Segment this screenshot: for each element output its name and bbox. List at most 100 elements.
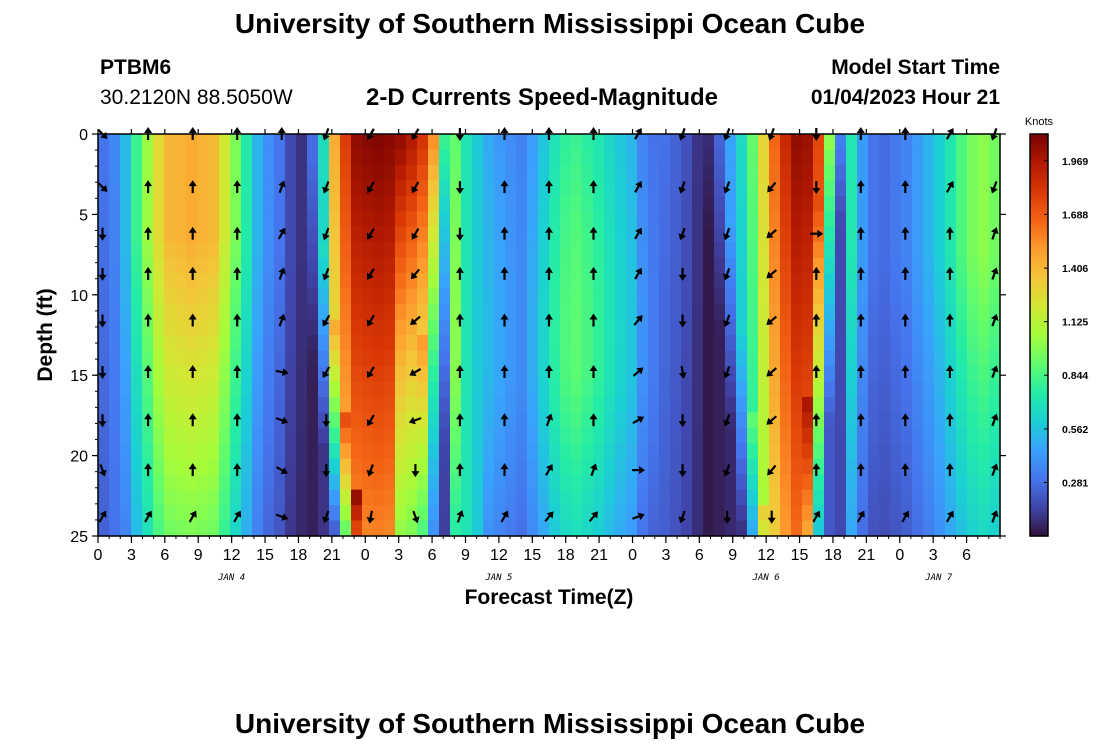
heatmap-cell bbox=[406, 134, 418, 151]
heatmap-cell bbox=[109, 226, 121, 243]
colorbar-segment bbox=[1030, 237, 1048, 242]
heatmap-cell bbox=[472, 458, 484, 475]
heatmap-cell bbox=[472, 520, 484, 537]
heatmap-cell bbox=[714, 489, 726, 506]
heatmap-cell bbox=[373, 242, 385, 259]
heatmap-cell bbox=[142, 474, 154, 491]
heatmap-cell bbox=[296, 350, 308, 367]
current-arrow bbox=[366, 510, 375, 524]
heatmap-cell bbox=[769, 427, 781, 444]
heatmap-cell bbox=[439, 288, 451, 305]
current-arrow bbox=[945, 226, 954, 240]
heatmap-cell bbox=[637, 443, 649, 460]
heatmap-cell bbox=[714, 427, 726, 444]
heatmap-cell bbox=[791, 365, 803, 382]
current-arrow bbox=[233, 313, 242, 327]
heatmap-cell bbox=[615, 149, 627, 166]
heatmap-cell bbox=[890, 458, 902, 475]
heatmap-cell bbox=[285, 443, 297, 460]
heatmap-cell bbox=[945, 489, 957, 506]
heatmap-cell bbox=[879, 180, 891, 197]
heatmap-cell bbox=[362, 304, 374, 321]
heatmap-cell bbox=[153, 257, 165, 274]
heatmap-cell bbox=[879, 226, 891, 243]
heatmap-cell bbox=[450, 396, 462, 413]
heatmap-cell bbox=[835, 273, 847, 290]
heatmap-cell bbox=[296, 211, 308, 228]
model-start-label: Model Start Time bbox=[831, 56, 1000, 79]
heatmap-cell bbox=[384, 396, 396, 413]
colorbar-segment bbox=[1030, 308, 1048, 313]
heatmap-cell bbox=[120, 350, 132, 367]
colorbar-segment bbox=[1030, 281, 1048, 286]
colorbar-segment bbox=[1030, 452, 1048, 457]
heatmap-cell bbox=[978, 195, 990, 212]
heatmap-cell bbox=[219, 195, 231, 212]
heatmap-cell bbox=[802, 164, 814, 181]
heatmap-cell bbox=[912, 257, 924, 274]
heatmap-cell bbox=[604, 319, 616, 336]
heatmap-cell bbox=[252, 226, 264, 243]
y-tick-label: 20 bbox=[70, 449, 88, 466]
current-arrow bbox=[589, 413, 598, 427]
heatmap-cell bbox=[109, 335, 121, 352]
heatmap-cell bbox=[318, 412, 330, 429]
heatmap-cell bbox=[175, 381, 187, 398]
heatmap-cell bbox=[714, 350, 726, 367]
heatmap-cell bbox=[560, 474, 572, 491]
heatmap-cell bbox=[989, 288, 1001, 305]
heatmap-cell bbox=[637, 288, 649, 305]
heatmap-cell bbox=[714, 365, 726, 382]
heatmap-cell bbox=[527, 520, 539, 537]
heatmap-cell bbox=[395, 242, 407, 259]
heatmap-cell bbox=[186, 257, 198, 274]
heatmap-cell bbox=[406, 273, 418, 290]
heatmap-cell bbox=[406, 319, 418, 336]
heatmap-cell bbox=[450, 381, 462, 398]
current-arrow bbox=[990, 127, 998, 141]
current-arrow bbox=[856, 510, 865, 523]
heatmap-cell bbox=[615, 489, 627, 506]
heatmap-cell bbox=[956, 520, 968, 537]
heatmap-cell bbox=[417, 180, 429, 197]
heatmap-cell bbox=[142, 288, 154, 305]
heatmap-cell bbox=[351, 365, 363, 382]
heatmap-cell bbox=[153, 164, 165, 181]
heatmap-cell bbox=[241, 381, 253, 398]
current-arrow bbox=[275, 513, 289, 521]
heatmap-cell bbox=[296, 273, 308, 290]
heatmap-cell bbox=[230, 257, 242, 274]
heatmap-cell bbox=[494, 149, 506, 166]
heatmap-cell bbox=[912, 520, 924, 537]
colorbar-segment bbox=[1030, 475, 1048, 480]
heatmap-cell bbox=[923, 489, 935, 506]
heatmap-cell bbox=[483, 211, 495, 228]
heatmap-cell bbox=[681, 211, 693, 228]
current-arrow bbox=[945, 510, 954, 523]
heatmap-cell bbox=[109, 164, 121, 181]
heatmap-cell bbox=[472, 273, 484, 290]
heatmap-cell bbox=[615, 396, 627, 413]
heatmap-cell bbox=[549, 195, 561, 212]
heatmap-cell bbox=[890, 505, 902, 522]
heatmap-cell bbox=[461, 319, 473, 336]
heatmap-cell bbox=[186, 319, 198, 336]
heatmap-cell bbox=[120, 458, 132, 475]
heatmap-cell bbox=[934, 257, 946, 274]
heatmap-cell bbox=[131, 134, 143, 151]
colorbar-segment bbox=[1030, 197, 1048, 202]
heatmap-cell bbox=[714, 180, 726, 197]
heatmap-cell bbox=[186, 381, 198, 398]
x-tick-label: 12 bbox=[757, 547, 775, 564]
heatmap-cell bbox=[615, 257, 627, 274]
heatmap-cell bbox=[857, 273, 869, 290]
current-arrow bbox=[188, 226, 197, 240]
heatmap-cell bbox=[824, 335, 836, 352]
heatmap-cell bbox=[890, 242, 902, 259]
heatmap-cell bbox=[461, 412, 473, 429]
heatmap-cell bbox=[637, 242, 649, 259]
heatmap-cell bbox=[769, 319, 781, 336]
heatmap-cell bbox=[505, 195, 517, 212]
heatmap-cell bbox=[164, 164, 176, 181]
heatmap-cell bbox=[681, 350, 693, 367]
